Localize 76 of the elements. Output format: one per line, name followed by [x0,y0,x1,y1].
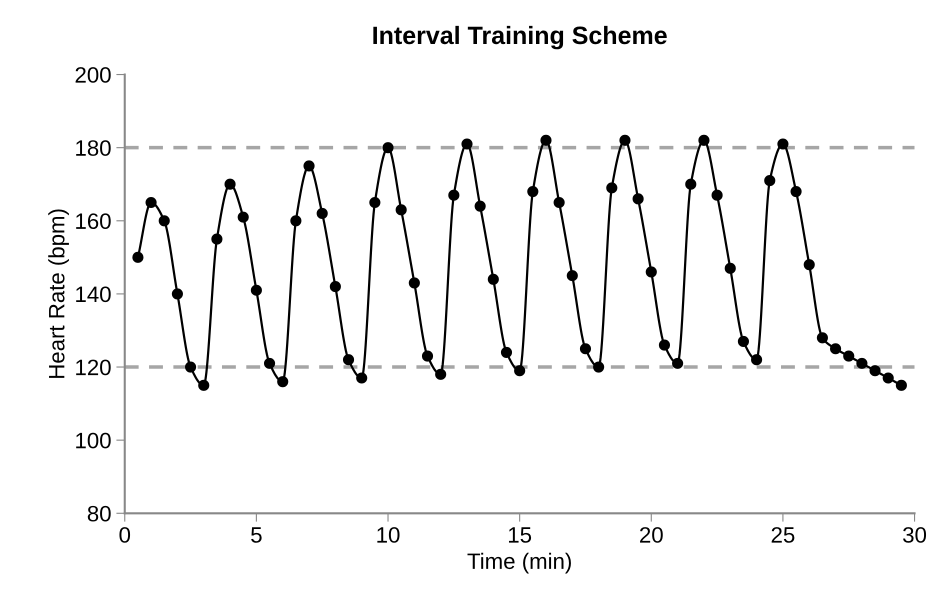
y-tick-label: 80 [88,506,111,522]
point [646,266,657,278]
x-tick-label: 20 [640,527,663,543]
x-tick-label: 15 [508,527,532,543]
point [843,350,854,362]
point [527,186,538,198]
point [448,190,460,201]
x-tick-label: 0 [119,527,130,543]
point [172,288,183,300]
point [712,190,723,201]
point [238,212,249,223]
point [211,234,222,245]
point [870,365,881,376]
x-tick-label: 5 [251,527,262,543]
point [764,175,776,186]
point [316,208,328,220]
point [580,343,592,354]
point [356,372,368,384]
point [672,358,684,369]
point [632,193,644,204]
point [396,204,407,216]
point [224,178,236,190]
y-tick-label: 100 [76,432,111,448]
point [408,277,420,288]
point [790,186,802,198]
point [264,358,276,369]
point [606,182,618,194]
y-tick-label: 160 [76,213,111,230]
point [804,259,815,270]
point [698,134,710,146]
point [816,332,828,344]
point [514,365,526,376]
point [146,196,157,208]
point [856,358,868,369]
point [422,350,434,362]
point [435,368,446,380]
point [382,142,394,154]
point [303,160,315,172]
point [342,354,354,366]
y-tick-label: 120 [76,360,111,376]
point [250,284,262,296]
chart-title: Interval Training Scheme [373,26,667,50]
point [619,134,631,146]
point [830,343,842,354]
point [474,200,486,212]
point [540,134,552,146]
point [685,178,696,190]
point [882,372,894,384]
point [461,138,473,150]
point [330,281,341,292]
point [198,380,210,391]
x-tick-label: 30 [903,527,926,543]
y-tick-label: 140 [76,286,111,302]
x-tick-label: 10 [377,527,400,543]
point [566,270,578,282]
point [132,252,144,263]
point [738,336,749,347]
x-tick-label: 25 [772,527,794,543]
y-axis-title: Heart Rate (bpm) [48,209,69,378]
point [290,215,302,226]
point [369,196,380,208]
point [777,138,788,150]
point [658,340,670,351]
point [277,376,288,388]
point [896,380,907,391]
point [158,215,170,226]
y-tick-label: 200 [76,67,111,83]
point [751,354,762,366]
x-axis-title: Time (min) [467,552,571,574]
point [593,361,604,373]
y-tick-label: 180 [76,140,111,156]
point [488,274,499,285]
point [724,262,736,274]
point [185,361,196,373]
point [554,196,565,208]
point [500,346,512,358]
